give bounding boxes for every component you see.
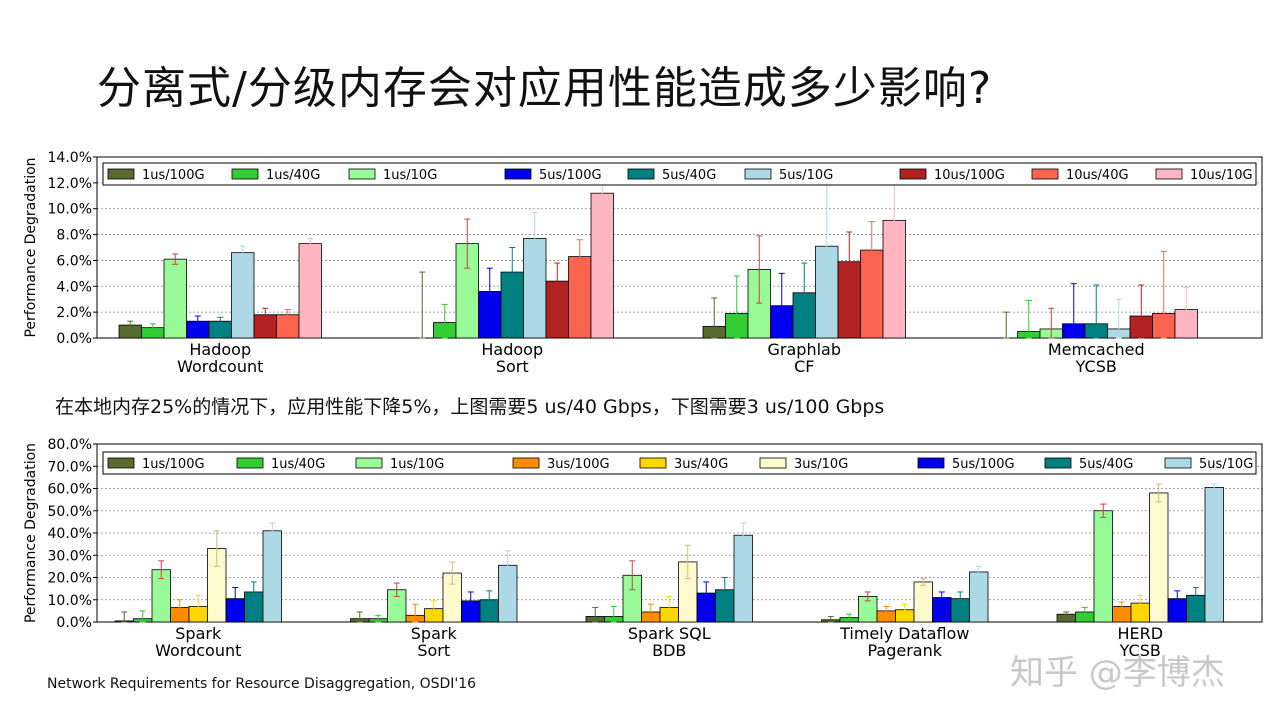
- legend-label: 10us/10G: [1190, 168, 1253, 183]
- category-label: Wordcount: [177, 357, 263, 376]
- category-label: Hadoop: [189, 340, 251, 359]
- chart-bottom: 0.0% 10.0% 20.0% 30.0% 40.0% 50.0% 60.0% 70.0% 8…: [23, 437, 1263, 660]
- category-label: Memcached: [1048, 340, 1145, 359]
- y-tick-label: 20.0%: [48, 571, 92, 587]
- bar: [913, 581, 933, 623]
- y-tick-label: 30.0%: [48, 548, 92, 564]
- y-tick-label: 50.0%: [48, 504, 92, 520]
- y-tick-label: 60.0%: [48, 482, 92, 498]
- category-label: Sort: [496, 357, 529, 376]
- legend-label: 1us/40G: [266, 168, 320, 183]
- y-tick-label: 2.0%: [56, 305, 92, 321]
- category-label: Timely Dataflow: [839, 624, 969, 643]
- legend-swatch: [744, 168, 772, 180]
- bar: [1204, 486, 1224, 623]
- y-tick-label: 80.0%: [48, 437, 92, 453]
- category-label: Spark: [175, 624, 222, 643]
- legend-swatch: [107, 457, 135, 469]
- legend-label: 1us/100G: [142, 168, 205, 183]
- legend-label: 3us/100G: [547, 457, 610, 472]
- y-axis-label: Performance Degradation: [23, 157, 39, 337]
- category-label: Wordcount: [155, 641, 241, 660]
- legend-swatch: [504, 168, 532, 180]
- watermark: 知乎 @李博杰: [1010, 653, 1225, 693]
- caption: 在本地内存25%的情况下，应用性能下降5%，上图需要5 us/40 Gbps，下…: [55, 396, 885, 418]
- category-label: Pagerank: [867, 641, 942, 660]
- source-citation: Network Requirements for Resource Disagg…: [47, 676, 477, 692]
- page-title: 分离式/分级内存会对应用性能造成多少影响?: [97, 63, 993, 114]
- legend-swatch: [627, 168, 655, 180]
- legend-label: 5us/40G: [662, 168, 716, 183]
- chart-top: 0.0% 2.0% 4.0% 6.0% 8.0% 10.0% 12.0% 14.0% Perfo…: [23, 150, 1263, 376]
- y-axis-label: Performance Degradation: [23, 443, 39, 623]
- y-tick-label: 0.0%: [56, 331, 92, 347]
- legend-swatch: [107, 168, 135, 180]
- bar: [1149, 492, 1169, 623]
- legend-box: [102, 451, 1257, 475]
- legend-label: 5us/100G: [539, 168, 602, 183]
- y-tick-label: 4.0%: [56, 279, 92, 295]
- legend-label: 5us/10G: [1199, 457, 1253, 472]
- legend-label: 1us/10G: [383, 168, 437, 183]
- bar: [262, 530, 282, 623]
- legend-swatch: [512, 457, 540, 469]
- legend-swatch: [899, 168, 927, 180]
- bar: [1093, 510, 1113, 623]
- legend-label: 5us/40G: [1079, 457, 1133, 472]
- legend-label: 10us/40G: [1066, 168, 1129, 183]
- legend-swatch: [236, 457, 264, 469]
- legend-label: 1us/40G: [271, 457, 325, 472]
- category-label: Spark SQL: [628, 624, 711, 643]
- y-tick-label: 8.0%: [56, 228, 92, 244]
- legend-label: 5us/100G: [952, 457, 1015, 472]
- category-label: CF: [794, 357, 814, 376]
- legend-box: [102, 162, 1257, 186]
- bar: [969, 571, 989, 623]
- legend-label: 10us/100G: [934, 168, 1005, 183]
- category-label: Sort: [417, 641, 450, 660]
- y-tick-label: 10.0%: [48, 593, 92, 609]
- category-label: HERD: [1117, 624, 1163, 643]
- legend-swatch: [355, 457, 383, 469]
- category-label: Graphlab: [768, 340, 841, 359]
- y-tick-label: 6.0%: [56, 253, 92, 269]
- legend-swatch: [639, 457, 667, 469]
- category-label: YCSB: [1119, 641, 1161, 660]
- legend-swatch: [1044, 457, 1072, 469]
- legend-swatch: [917, 457, 945, 469]
- legend-label: 3us/40G: [674, 457, 728, 472]
- legend-swatch: [1155, 168, 1183, 180]
- legend-swatch: [759, 457, 787, 469]
- y-tick-label: 70.0%: [48, 459, 92, 475]
- plot-frame: [96, 156, 1263, 339]
- legend-label: 1us/100G: [142, 457, 205, 472]
- y-tick-label: 12.0%: [48, 176, 92, 192]
- category-label: Spark: [411, 624, 458, 643]
- y-tick-label: 10.0%: [48, 202, 92, 218]
- y-tick-label: 14.0%: [48, 150, 92, 166]
- legend-label: 3us/10G: [794, 457, 848, 472]
- y-tick-label: 40.0%: [48, 526, 92, 542]
- category-label: YCSB: [1075, 357, 1117, 376]
- legend-swatch: [348, 168, 376, 180]
- legend-swatch: [1164, 457, 1192, 469]
- y-tick-label: 0.0%: [56, 615, 92, 631]
- legend-swatch: [231, 168, 259, 180]
- legend-label: 1us/10G: [390, 457, 444, 472]
- legend-label: 5us/10G: [779, 168, 833, 183]
- category-label: BDB: [652, 641, 686, 660]
- category-label: Hadoop: [481, 340, 543, 359]
- bar: [733, 534, 753, 623]
- legend-swatch: [1031, 168, 1059, 180]
